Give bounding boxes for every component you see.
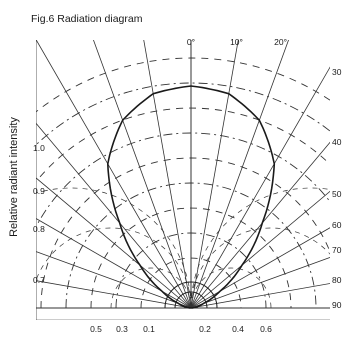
reference-circle (190, 267, 272, 309)
radiation-lobe-curve (106, 85, 276, 309)
radial-line (36, 122, 192, 309)
angle-label: 40° (332, 137, 342, 147)
intensity-arc (36, 132, 330, 228)
bottom-scale-label: 0.5 (90, 324, 102, 334)
bottom-scale-label: 0.1 (143, 324, 155, 334)
angle-label: 30° (332, 67, 342, 77)
y-axis-label: Relative radiant intensity (8, 117, 20, 237)
angle-label: 50° (332, 189, 342, 199)
intensity-arc (90, 207, 292, 309)
radial-line (190, 66, 330, 309)
angle-label: 0° (187, 37, 195, 47)
intensity-scale-label: 1.0 (33, 143, 45, 153)
chart-labels: 0° 10° 20° 30° 40° 50° 60° 70° 80° 90° 1.0 0.9 0.8 0.… (33, 37, 342, 334)
bottom-scale-label: 0.6 (260, 324, 272, 334)
radial-line (190, 40, 289, 309)
angle-label: 90° (332, 300, 342, 310)
angle-label: 20° (274, 37, 287, 47)
reference-circle (36, 187, 192, 309)
reference-circle (36, 227, 192, 309)
radial-line (93, 40, 192, 309)
radial-line (190, 256, 330, 309)
angle-label: 80° (332, 275, 342, 285)
angle-label: 60° (332, 220, 342, 230)
intensity-arc (36, 57, 330, 113)
intensity-scale-label: 0.9 (33, 186, 45, 196)
bottom-scale-label: 0.4 (232, 324, 244, 334)
radial-line (36, 218, 192, 309)
radial-line (36, 251, 192, 309)
radial-line (143, 40, 192, 309)
radial-line (190, 141, 330, 309)
radial-line (36, 177, 192, 309)
polar-grid (36, 40, 330, 320)
angle-label: 10° (230, 37, 243, 47)
radial-line (190, 283, 330, 309)
radial-line (190, 40, 239, 309)
intensity-arc (36, 107, 330, 183)
reference-circle (190, 187, 330, 309)
radial-line (36, 40, 192, 309)
radial-line (36, 280, 192, 309)
intensity-arc (140, 257, 242, 309)
intensity-arc (65, 182, 317, 309)
reference-circle (110, 267, 192, 309)
intensity-scale-label: 0.7 (33, 275, 45, 285)
radial-line (190, 190, 330, 309)
intensity-arc (115, 232, 267, 309)
chart-title: Fig.6 Radiation diagram (31, 13, 143, 25)
angle-label: 70° (332, 245, 342, 255)
bottom-scale-label: 0.2 (199, 324, 211, 334)
bottom-scale-label: 0.3 (116, 324, 128, 334)
intensity-arc (40, 157, 330, 309)
inner-arc (164, 281, 218, 309)
intensity-curve (106, 85, 276, 309)
radial-line (190, 227, 330, 309)
intensity-scale-label: 0.8 (33, 224, 45, 234)
